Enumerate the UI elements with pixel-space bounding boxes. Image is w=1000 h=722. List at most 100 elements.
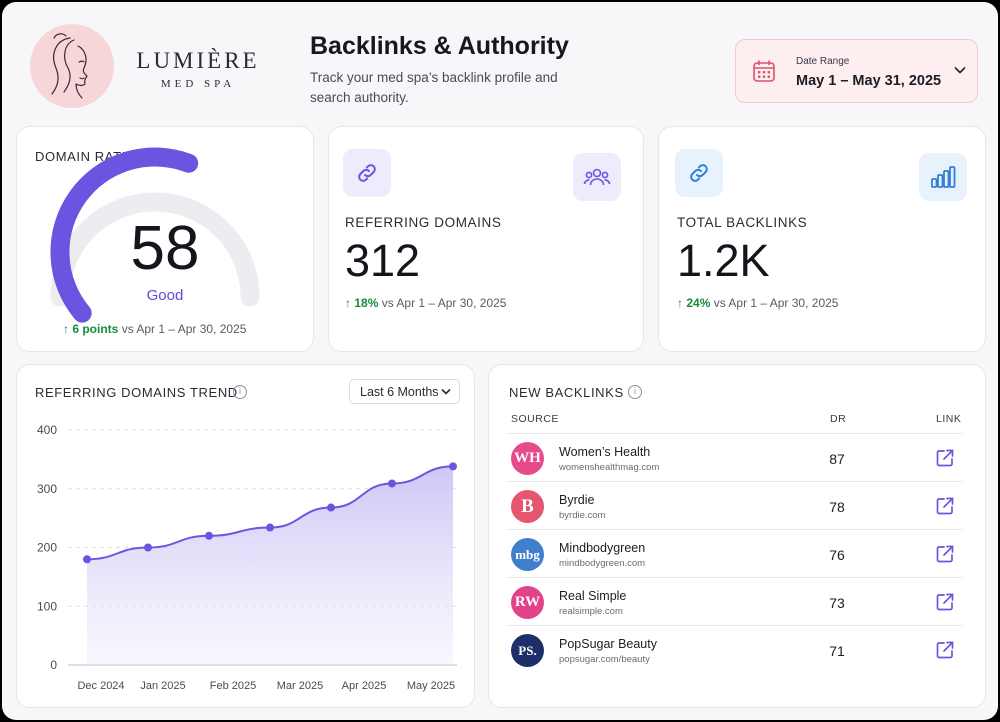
- users-icon-tile: [573, 153, 621, 201]
- woman-face-line-art-icon: [51, 33, 88, 99]
- source-name[interactable]: Women’s Health: [559, 445, 651, 459]
- bar-chart-icon: [931, 166, 956, 188]
- table-row: WH Women’s Health womenshealthmag.com 87: [507, 433, 963, 481]
- calendar-icon: [753, 60, 775, 82]
- referring-domains-value: 312: [345, 235, 421, 286]
- delta-compare: vs Apr 1 – Apr 30, 2025: [381, 296, 507, 310]
- time-range-select[interactable]: Last 6 Months: [349, 379, 460, 404]
- x-tick-label: Jan 2025: [140, 680, 185, 692]
- time-range-value: Last 6 Months: [360, 385, 439, 399]
- source-logo: RW: [511, 586, 544, 619]
- page-title: Backlinks & Authority: [310, 32, 569, 60]
- date-range-label: Date Range: [796, 56, 850, 67]
- data-point: [83, 555, 91, 564]
- referring-domains-title: REFERRING DOMAINS: [345, 215, 502, 230]
- source-logo: PS.: [511, 634, 544, 667]
- data-point: [449, 462, 457, 471]
- bar-chart-icon-tile: [919, 153, 967, 201]
- link-icon: [358, 164, 376, 182]
- new-backlinks-card: NEW BACKLINKS i SOURCE DR LINK WH Women’…: [488, 364, 986, 708]
- link-icon-tile: [343, 149, 391, 197]
- domain-rating-value: 58: [130, 214, 200, 283]
- brand-tagline: MED SPA: [160, 78, 236, 90]
- data-point: [266, 523, 274, 532]
- table-row: mbg Mindbodygreen mindbodygreen.com 76: [507, 529, 963, 577]
- x-tick-label: Mar 2025: [277, 680, 323, 692]
- gauge-fill: [50, 147, 199, 323]
- source-domain: realsimple.com: [559, 606, 623, 617]
- delta-value: 6 points: [72, 322, 119, 336]
- brand-logo: [30, 24, 114, 108]
- source-logo: WH: [511, 442, 544, 475]
- data-point: [327, 503, 335, 512]
- arrow-up-icon: ↑: [345, 296, 351, 310]
- x-tick-label: May 2025: [407, 680, 455, 692]
- external-link-icon[interactable]: [935, 448, 955, 468]
- referring-domains-trend-card: REFERRING DOMAINS TREND i Last 6 Months …: [16, 364, 475, 708]
- x-tick-label: Apr 2025: [342, 680, 387, 692]
- source-domain: womenshealthmag.com: [559, 462, 660, 473]
- gauge-track: [50, 192, 260, 307]
- arrow-up-icon: ↑: [677, 296, 683, 310]
- domain-rating-cell: 78: [829, 499, 845, 515]
- delta-value: 24%: [686, 296, 711, 310]
- info-icon[interactable]: i: [628, 385, 642, 399]
- total-backlinks-value: 1.2K: [677, 235, 770, 286]
- table-row: RW Real Simple realsimple.com 73: [507, 577, 963, 625]
- data-point: [144, 543, 152, 552]
- source-name[interactable]: Real Simple: [559, 589, 627, 603]
- source-name[interactable]: Mindbodygreen: [559, 541, 646, 555]
- link-icon: [690, 164, 708, 182]
- x-tick-label: Dec 2024: [77, 680, 124, 692]
- source-name[interactable]: PopSugar Beauty: [559, 637, 657, 651]
- domain-rating-cell: 73: [829, 595, 845, 611]
- domain-rating-cell: 87: [829, 451, 845, 467]
- x-tick-label: Feb 2025: [210, 680, 256, 692]
- external-link-icon[interactable]: [935, 544, 955, 564]
- users-icon: [583, 168, 611, 186]
- column-dr: DR: [830, 413, 847, 425]
- chevron-down-icon: [441, 388, 451, 395]
- source-logo: B: [511, 490, 544, 523]
- source-domain: popsugar.com/beauty: [559, 654, 650, 665]
- delta-compare: vs Apr 1 – Apr 30, 2025: [713, 296, 839, 310]
- chevron-down-icon: [954, 66, 966, 74]
- new-backlinks-title: NEW BACKLINKS: [509, 385, 624, 400]
- domain-rating-delta: ↑ 6 points vs Apr 1 – Apr 30, 2025: [63, 322, 246, 336]
- y-tick-label: 0: [50, 658, 57, 672]
- total-backlinks-title: TOTAL BACKLINKS: [677, 215, 808, 230]
- total-backlinks-delta: ↑ 24% vs Apr 1 – Apr 30, 2025: [677, 296, 838, 310]
- column-link: LINK: [936, 413, 962, 425]
- source-name[interactable]: Byrdie: [559, 493, 595, 507]
- domain-rating-cell: 71: [829, 643, 845, 659]
- trend-chart: 0 100 200 300 400 Dec 2024 Jan 2025 Feb 2025 Mar…: [37, 423, 457, 692]
- external-link-icon[interactable]: [935, 592, 955, 612]
- data-point: [388, 479, 396, 488]
- link-icon-tile: [675, 149, 723, 197]
- domain-rating-cell: 76: [829, 547, 845, 563]
- brand-name: LUMIÈRE: [136, 48, 260, 73]
- arrow-up-icon: ↑: [63, 322, 69, 336]
- domain-rating-card: DOMAIN RATING i 58 Good ↑ 6 points vs Ap…: [16, 126, 314, 352]
- external-link-icon[interactable]: [935, 640, 955, 660]
- referring-domains-card: REFERRING DOMAINS 312 ↑ 18% vs Apr 1 – A…: [328, 126, 644, 352]
- referring-domains-delta: ↑ 18% vs Apr 1 – Apr 30, 2025: [345, 296, 506, 310]
- external-link-icon[interactable]: [935, 496, 955, 516]
- delta-value: 18%: [354, 296, 379, 310]
- date-range-value: May 1 – May 31, 2025: [796, 73, 942, 89]
- page-subtitle: Track your med spa’s backlink profile an…: [310, 70, 558, 105]
- date-range-picker[interactable]: Date Range May 1 – May 31, 2025: [735, 39, 978, 103]
- source-logo: mbg: [511, 538, 544, 571]
- y-tick-label: 400: [37, 423, 57, 437]
- brand-wordmark: LUMIÈRE MED SPA: [128, 48, 268, 90]
- y-tick-label: 200: [37, 541, 57, 555]
- domain-rating-gauge: [50, 147, 260, 323]
- table-row: B Byrdie byrdie.com 78: [507, 481, 963, 529]
- info-icon[interactable]: i: [233, 385, 247, 399]
- table-row: PS. PopSugar Beauty popsugar.com/beauty …: [507, 625, 963, 673]
- delta-compare: vs Apr 1 – Apr 30, 2025: [121, 322, 247, 336]
- total-backlinks-card: TOTAL BACKLINKS 1.2K ↑ 24% vs Apr 1 – Ap…: [658, 126, 986, 352]
- data-point: [205, 531, 213, 540]
- y-tick-label: 100: [37, 599, 57, 613]
